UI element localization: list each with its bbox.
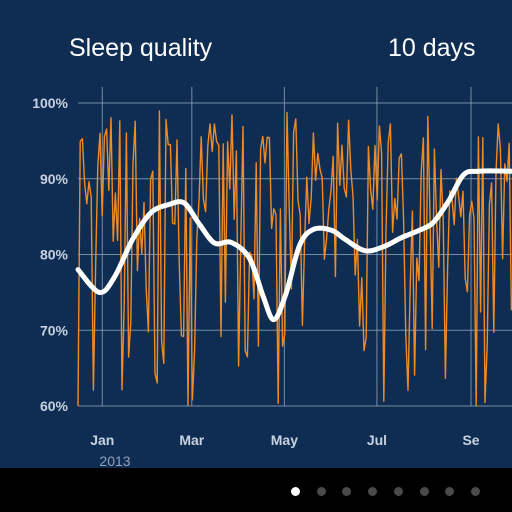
y-tick-label: 100% [32,95,68,111]
y-tick-label: 80% [40,247,69,263]
y-tick-label: 60% [40,398,69,414]
page-dot-active[interactable] [291,487,300,496]
page-dot[interactable] [445,487,455,496]
x-tick-label: May [271,432,298,448]
x-tick-label: Jan [90,432,114,448]
sleep-quality-chart[interactable]: 60% 70% 80% 90% 100% Jan Mar May Jul Se 2013 [0,0,512,468]
smoothed-trend-line [75,168,512,323]
raw-sleep-series [77,110,512,407]
page-dot[interactable] [393,487,403,496]
x-tick-label: Jul [367,432,387,448]
page-dot[interactable] [470,487,480,496]
page-dot[interactable] [368,487,378,496]
chart-title: Sleep quality [69,34,213,62]
period-label[interactable]: 10 days [388,34,476,62]
page-dot[interactable] [419,487,429,496]
x-tick-label: Mar [179,432,204,448]
y-tick-label: 70% [40,322,69,338]
page-dot[interactable] [342,487,352,496]
page-dot[interactable] [316,487,326,496]
y-tick-label: 90% [40,171,69,187]
page-indicator-bar [0,468,512,512]
x-tick-label: Se [462,432,479,448]
x-year-label: 2013 [99,453,130,468]
